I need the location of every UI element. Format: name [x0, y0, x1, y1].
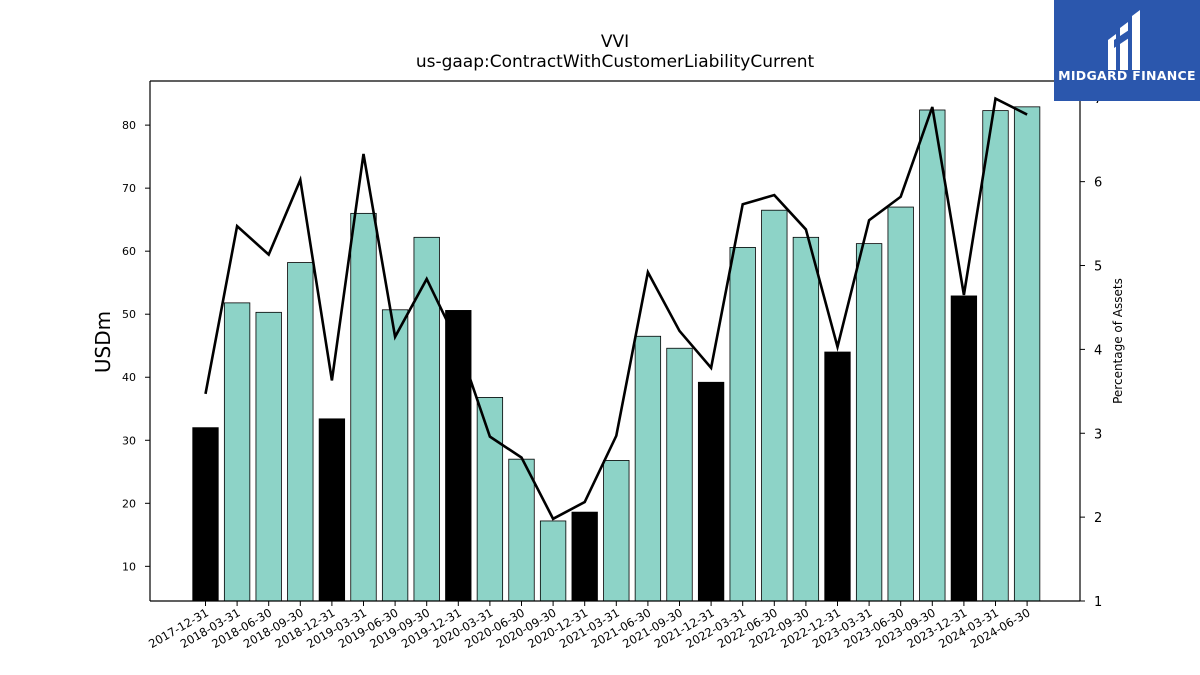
bar — [634, 335, 662, 602]
bar — [192, 427, 219, 602]
bar — [887, 206, 914, 602]
bar — [350, 212, 377, 602]
y2-axis-label: Percentage of Assets — [1111, 278, 1125, 404]
bar — [697, 381, 725, 602]
y2-tick-label: 6 — [1094, 176, 1102, 191]
bar — [445, 310, 472, 602]
bar — [1013, 106, 1041, 602]
y2-tick-label: 5 — [1094, 260, 1102, 275]
bar — [603, 460, 630, 602]
y-tick-label: 20 — [122, 497, 136, 510]
y-tick-label: 30 — [122, 434, 136, 447]
bar — [287, 262, 314, 602]
brand-logo: MIDGARD FINANCE — [1054, 0, 1200, 101]
y-axis-label: USDm — [91, 311, 115, 373]
y2-tick-label: 4 — [1094, 343, 1102, 358]
bar — [571, 511, 598, 602]
bar — [855, 243, 883, 602]
logo-text: MIDGARD FINANCE — [1058, 68, 1196, 83]
y2-tick-label: 3 — [1094, 427, 1102, 442]
chart-subtitle: us-gaap:ContractWithCustomerLiabilityCur… — [415, 52, 815, 72]
y2-tick-label: 2 — [1094, 511, 1102, 526]
bar — [824, 351, 851, 602]
bar — [413, 236, 440, 602]
bar — [761, 209, 788, 602]
midgard-logo-icon — [1108, 10, 1140, 70]
bar — [255, 311, 282, 602]
bar — [982, 110, 1009, 602]
y-tick-label: 60 — [122, 245, 136, 258]
line-series — [204, 96, 1028, 521]
bar — [223, 302, 251, 602]
bar — [318, 418, 346, 602]
chart-title: VVI — [600, 32, 630, 52]
bar — [539, 520, 567, 602]
y-tick-label: 70 — [122, 182, 136, 195]
bar — [950, 295, 978, 602]
y-tick-label: 80 — [122, 119, 136, 132]
bar — [508, 458, 535, 602]
bar — [792, 236, 820, 602]
bar — [666, 347, 693, 602]
bar — [476, 397, 504, 602]
bar — [381, 309, 409, 602]
bar — [919, 109, 946, 602]
y-tick-label: 40 — [122, 371, 136, 384]
y2-tick-label: 1 — [1094, 595, 1102, 610]
y-tick-label: 10 — [122, 560, 136, 573]
bar — [729, 246, 756, 602]
y-tick-label: 50 — [122, 308, 136, 321]
